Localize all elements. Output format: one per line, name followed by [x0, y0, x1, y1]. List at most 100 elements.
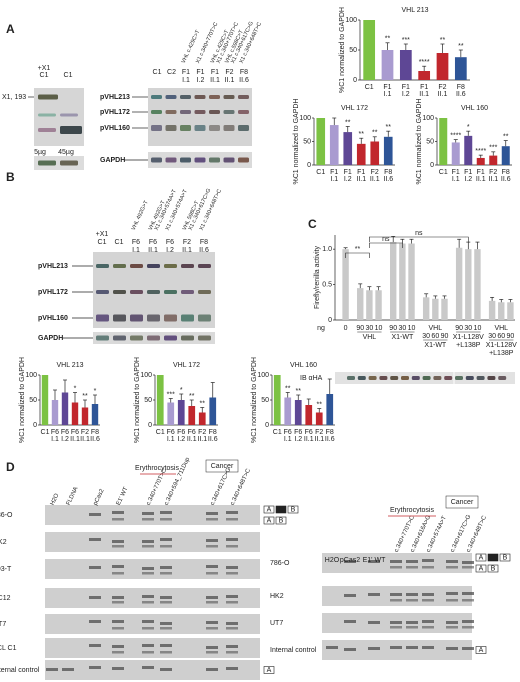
bar	[501, 146, 510, 165]
significance: *	[180, 387, 183, 394]
label: C1	[153, 69, 162, 76]
exon-label: 1'	[490, 554, 495, 561]
x-tick-label: F2	[438, 84, 446, 91]
bracket	[369, 242, 403, 248]
band	[181, 264, 194, 268]
y-tick-label: 100	[299, 115, 311, 122]
row-label: 786-O	[270, 560, 290, 567]
band	[194, 95, 206, 99]
x-tick-label: F8	[326, 429, 334, 436]
chart-title: VHL 213	[57, 362, 84, 369]
x-tick-label: C1	[41, 429, 50, 436]
label: II.1	[148, 247, 158, 254]
y-tick-label: 0	[148, 422, 152, 429]
band	[226, 651, 238, 654]
x-tick-label: 90	[455, 325, 463, 332]
x-tick-label: F6	[305, 429, 313, 436]
bar	[455, 247, 463, 320]
row-label: Internal control	[0, 667, 40, 674]
significance: ***	[167, 391, 175, 398]
x-tick-label: II.1	[356, 176, 366, 183]
bar	[315, 412, 323, 425]
bar	[451, 142, 460, 165]
label: GAPDH	[38, 335, 63, 342]
x-tick-label: 10	[408, 325, 416, 332]
exon-label: A	[267, 667, 272, 674]
band	[142, 572, 154, 575]
x-tick-label: II.1	[370, 176, 380, 183]
label: F1	[182, 69, 190, 76]
band	[160, 644, 172, 647]
x-tick-label: 30	[488, 333, 496, 340]
band	[226, 511, 238, 514]
band	[147, 335, 160, 341]
label: I.1	[182, 77, 190, 84]
band	[160, 668, 172, 671]
label: IB αHA	[300, 375, 323, 382]
y-tick-label: 50	[144, 397, 152, 404]
group-label: VHL	[429, 325, 443, 332]
x-tick-label: F6	[177, 429, 185, 436]
exon	[275, 516, 287, 525]
bar	[488, 300, 496, 320]
label: C1	[98, 239, 107, 246]
bar	[326, 394, 334, 425]
chart-title: VHL 172	[173, 362, 200, 369]
y-tick-label: 100	[257, 372, 269, 379]
group-label: Erythrocytosis	[135, 465, 179, 472]
label: II.1	[182, 247, 192, 254]
band	[411, 376, 420, 380]
band	[406, 593, 418, 596]
band	[223, 110, 235, 114]
band	[462, 592, 474, 595]
bar	[329, 125, 339, 165]
band	[462, 561, 474, 564]
label: I.1	[132, 247, 140, 254]
lane-annotation: c.340+617C>G	[210, 467, 233, 507]
bar	[366, 290, 373, 320]
label: F6	[166, 239, 174, 246]
y-tick-label: 0	[265, 422, 269, 429]
band	[60, 113, 78, 117]
row-label: HK2	[270, 593, 284, 600]
band	[112, 667, 124, 670]
bar	[507, 302, 514, 320]
bar	[383, 136, 393, 165]
band	[209, 125, 220, 131]
group-box	[205, 459, 239, 473]
y-tick-label: 0	[353, 77, 357, 84]
band	[180, 157, 191, 163]
exon-label: A	[267, 506, 272, 513]
bar	[188, 406, 196, 425]
x-tick-label: F2	[315, 429, 323, 436]
band	[390, 560, 402, 563]
exon-label: B	[503, 554, 508, 561]
label: +X1	[38, 65, 51, 72]
band	[130, 335, 143, 341]
x-tick-label: II.6	[501, 176, 511, 183]
band	[223, 157, 235, 163]
band	[112, 651, 124, 654]
band	[151, 95, 162, 99]
band	[379, 376, 388, 380]
band	[422, 559, 434, 562]
label: 45µg	[58, 149, 74, 156]
x-tick-label: II.1	[419, 91, 429, 98]
label: F6	[149, 239, 157, 246]
x-tick-label: I.1	[284, 436, 292, 443]
x-tick-label: 10	[474, 325, 482, 332]
exon	[487, 553, 499, 562]
band	[113, 335, 126, 341]
bar	[432, 298, 439, 320]
label: pVHL160	[38, 315, 68, 322]
band	[160, 601, 172, 604]
band	[209, 95, 220, 99]
y-tick-label: 0	[33, 422, 37, 429]
x-tick-label: F8	[384, 169, 392, 176]
exon	[475, 553, 487, 562]
y-axis-label: %C1 normalized to GAPDH	[134, 357, 141, 443]
significance: **	[503, 133, 509, 140]
significance: ****	[450, 132, 461, 139]
bar	[51, 400, 59, 425]
